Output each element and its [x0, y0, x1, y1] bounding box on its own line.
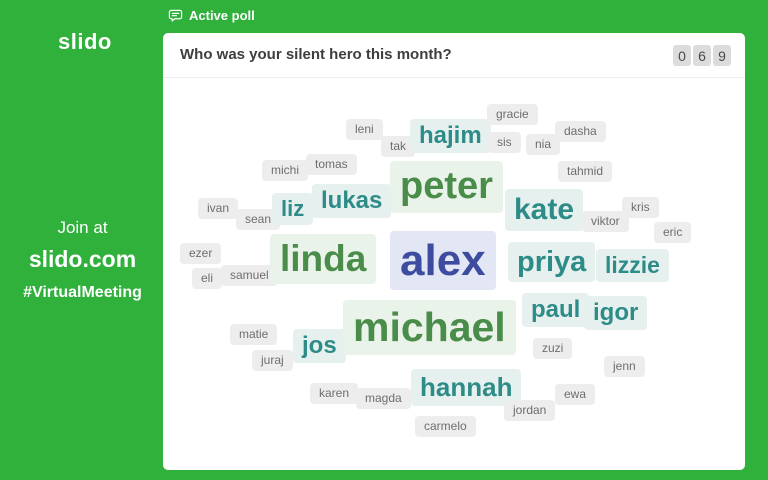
cloud-word: nia: [526, 134, 561, 155]
cloud-word: eli: [192, 268, 223, 289]
word-cloud: leni tak hajim gracie sis nia dasha tahmid michi…: [163, 78, 745, 470]
cloud-word: alex: [390, 231, 496, 290]
cloud-word: michael: [343, 300, 516, 356]
cloud-word: carmelo: [415, 416, 476, 437]
join-info: Join at slido.com #VirtualMeeting: [0, 218, 165, 302]
cloud-word: ewa: [555, 384, 596, 405]
join-at-text: Join at: [57, 218, 108, 237]
cloud-word: zuzi: [533, 338, 573, 359]
cloud-word: lukas: [312, 184, 392, 218]
cloud-word: igor: [584, 296, 648, 330]
cloud-word: dasha: [555, 121, 606, 142]
cloud-word: leni: [346, 119, 383, 140]
cloud-word: paul: [522, 293, 590, 327]
cloud-word: gracie: [487, 104, 538, 125]
cloud-word: priya: [508, 242, 596, 283]
cloud-word: hannah: [411, 369, 522, 406]
cloud-word: jordan: [504, 400, 556, 421]
cloud-word: sis: [488, 132, 521, 153]
cloud-word: matie: [230, 324, 278, 345]
cloud-word: jos: [293, 329, 346, 363]
counter-digit: 9: [713, 45, 731, 66]
cloud-word: linda: [270, 234, 377, 285]
cloud-word: lizzie: [596, 249, 669, 282]
cloud-word: magda: [356, 388, 411, 409]
cloud-word: peter: [390, 161, 503, 213]
cloud-word: kate: [505, 189, 584, 231]
cloud-word: kris: [622, 197, 659, 218]
cloud-word: viktor: [582, 211, 629, 232]
cloud-word: eric: [654, 222, 692, 243]
cloud-word: michi: [262, 160, 309, 181]
cloud-word: samuel: [221, 265, 278, 286]
cloud-word: juraj: [252, 350, 293, 371]
cloud-word: tahmid: [558, 161, 613, 182]
cloud-word: tomas: [306, 154, 357, 175]
event-hashtag: #VirtualMeeting: [23, 284, 142, 301]
cloud-word: sean: [236, 209, 281, 230]
active-poll-label: Active poll: [189, 8, 255, 23]
active-poll-badge: Active poll: [168, 8, 255, 23]
cloud-word: jenn: [604, 356, 645, 377]
cloud-word: tak: [381, 136, 416, 157]
counter-digit: 0: [673, 45, 691, 66]
counter-digit: 6: [693, 45, 711, 66]
cloud-word: liz: [272, 193, 314, 225]
cloud-word: karen: [310, 383, 359, 404]
cloud-word: ivan: [198, 198, 239, 219]
poll-icon: [168, 8, 183, 23]
poll-question: Who was your silent hero this month?: [180, 46, 452, 63]
slido-logo: slido: [58, 29, 112, 54]
join-url: slido.com: [28, 246, 137, 272]
cloud-word: hajim: [410, 119, 491, 153]
cloud-word: ezer: [180, 243, 222, 264]
